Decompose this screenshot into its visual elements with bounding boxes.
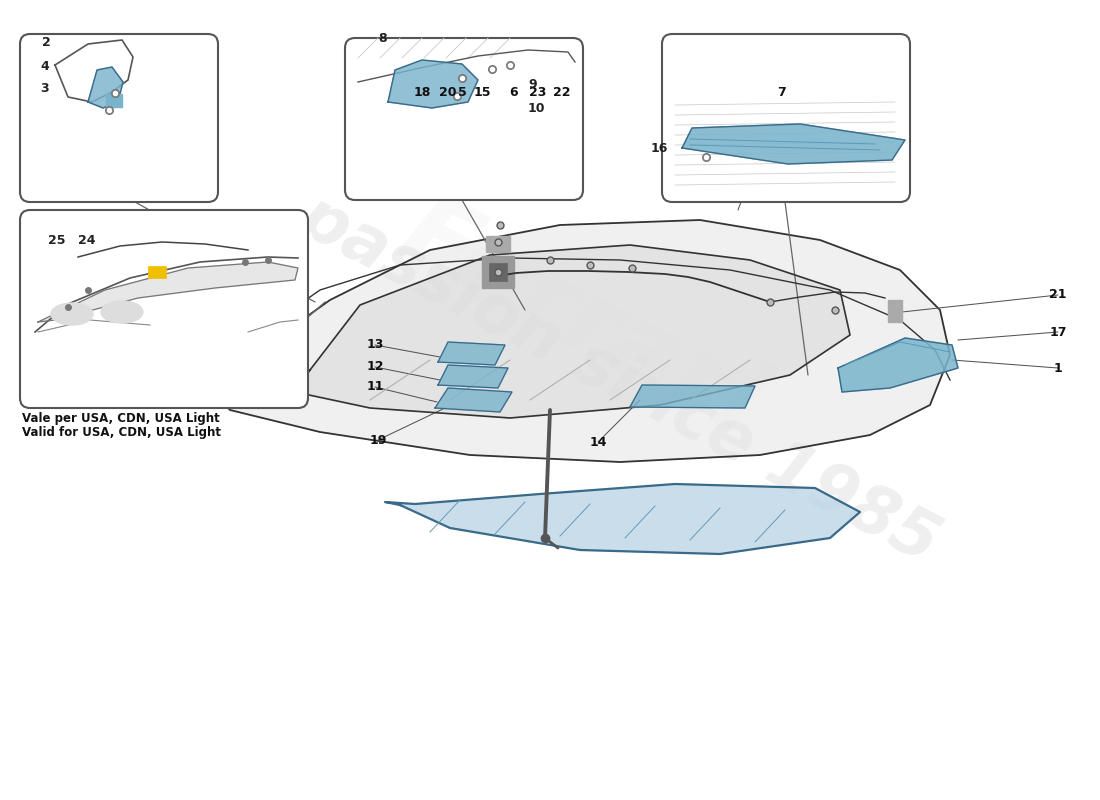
Text: 14: 14 <box>590 435 607 449</box>
Text: 12: 12 <box>366 361 384 374</box>
Bar <box>490 263 507 281</box>
Text: 3: 3 <box>40 82 48 94</box>
Text: 17: 17 <box>1049 326 1067 338</box>
Text: 18: 18 <box>414 86 431 98</box>
Bar <box>888 300 902 322</box>
Text: 23: 23 <box>529 86 547 98</box>
Text: 2: 2 <box>42 35 51 49</box>
Bar <box>106 94 122 107</box>
Bar <box>148 266 166 278</box>
Ellipse shape <box>101 301 143 323</box>
Polygon shape <box>385 484 860 554</box>
Polygon shape <box>682 124 905 164</box>
Text: 9: 9 <box>528 78 537 91</box>
Polygon shape <box>838 338 958 392</box>
Text: 13: 13 <box>366 338 384 351</box>
Text: 21: 21 <box>1049 289 1067 302</box>
Polygon shape <box>434 388 512 412</box>
Text: 5: 5 <box>458 86 466 98</box>
Polygon shape <box>630 385 755 408</box>
Text: 10: 10 <box>528 102 546 114</box>
Text: Valid for USA, CDN, USA Light: Valid for USA, CDN, USA Light <box>22 426 221 439</box>
Text: 1: 1 <box>1054 362 1063 374</box>
Text: Vale per USA, CDN, USA Light: Vale per USA, CDN, USA Light <box>22 412 220 425</box>
Text: 7: 7 <box>778 86 786 98</box>
FancyBboxPatch shape <box>20 210 308 408</box>
Ellipse shape <box>51 303 94 325</box>
Polygon shape <box>39 262 298 322</box>
Text: 20: 20 <box>439 86 456 98</box>
Polygon shape <box>88 67 123 108</box>
Bar <box>482 256 514 288</box>
FancyBboxPatch shape <box>345 38 583 200</box>
Text: 11: 11 <box>366 381 384 394</box>
Polygon shape <box>438 365 508 388</box>
Text: 22: 22 <box>553 86 571 98</box>
Text: passion since 1985: passion since 1985 <box>289 183 952 577</box>
Polygon shape <box>438 342 505 365</box>
Text: 8: 8 <box>378 31 386 45</box>
Polygon shape <box>388 60 478 108</box>
Text: 25: 25 <box>48 234 66 246</box>
Text: 4: 4 <box>40 61 48 74</box>
Polygon shape <box>210 220 950 462</box>
Text: 19: 19 <box>370 434 387 446</box>
Text: Ferrari: Ferrari <box>383 183 778 457</box>
Text: 6: 6 <box>509 86 518 98</box>
Text: 24: 24 <box>78 234 96 246</box>
Text: 15: 15 <box>473 86 491 98</box>
Bar <box>486 236 510 252</box>
FancyBboxPatch shape <box>662 34 910 202</box>
Polygon shape <box>295 245 850 418</box>
FancyBboxPatch shape <box>20 34 218 202</box>
Text: 16: 16 <box>650 142 668 154</box>
